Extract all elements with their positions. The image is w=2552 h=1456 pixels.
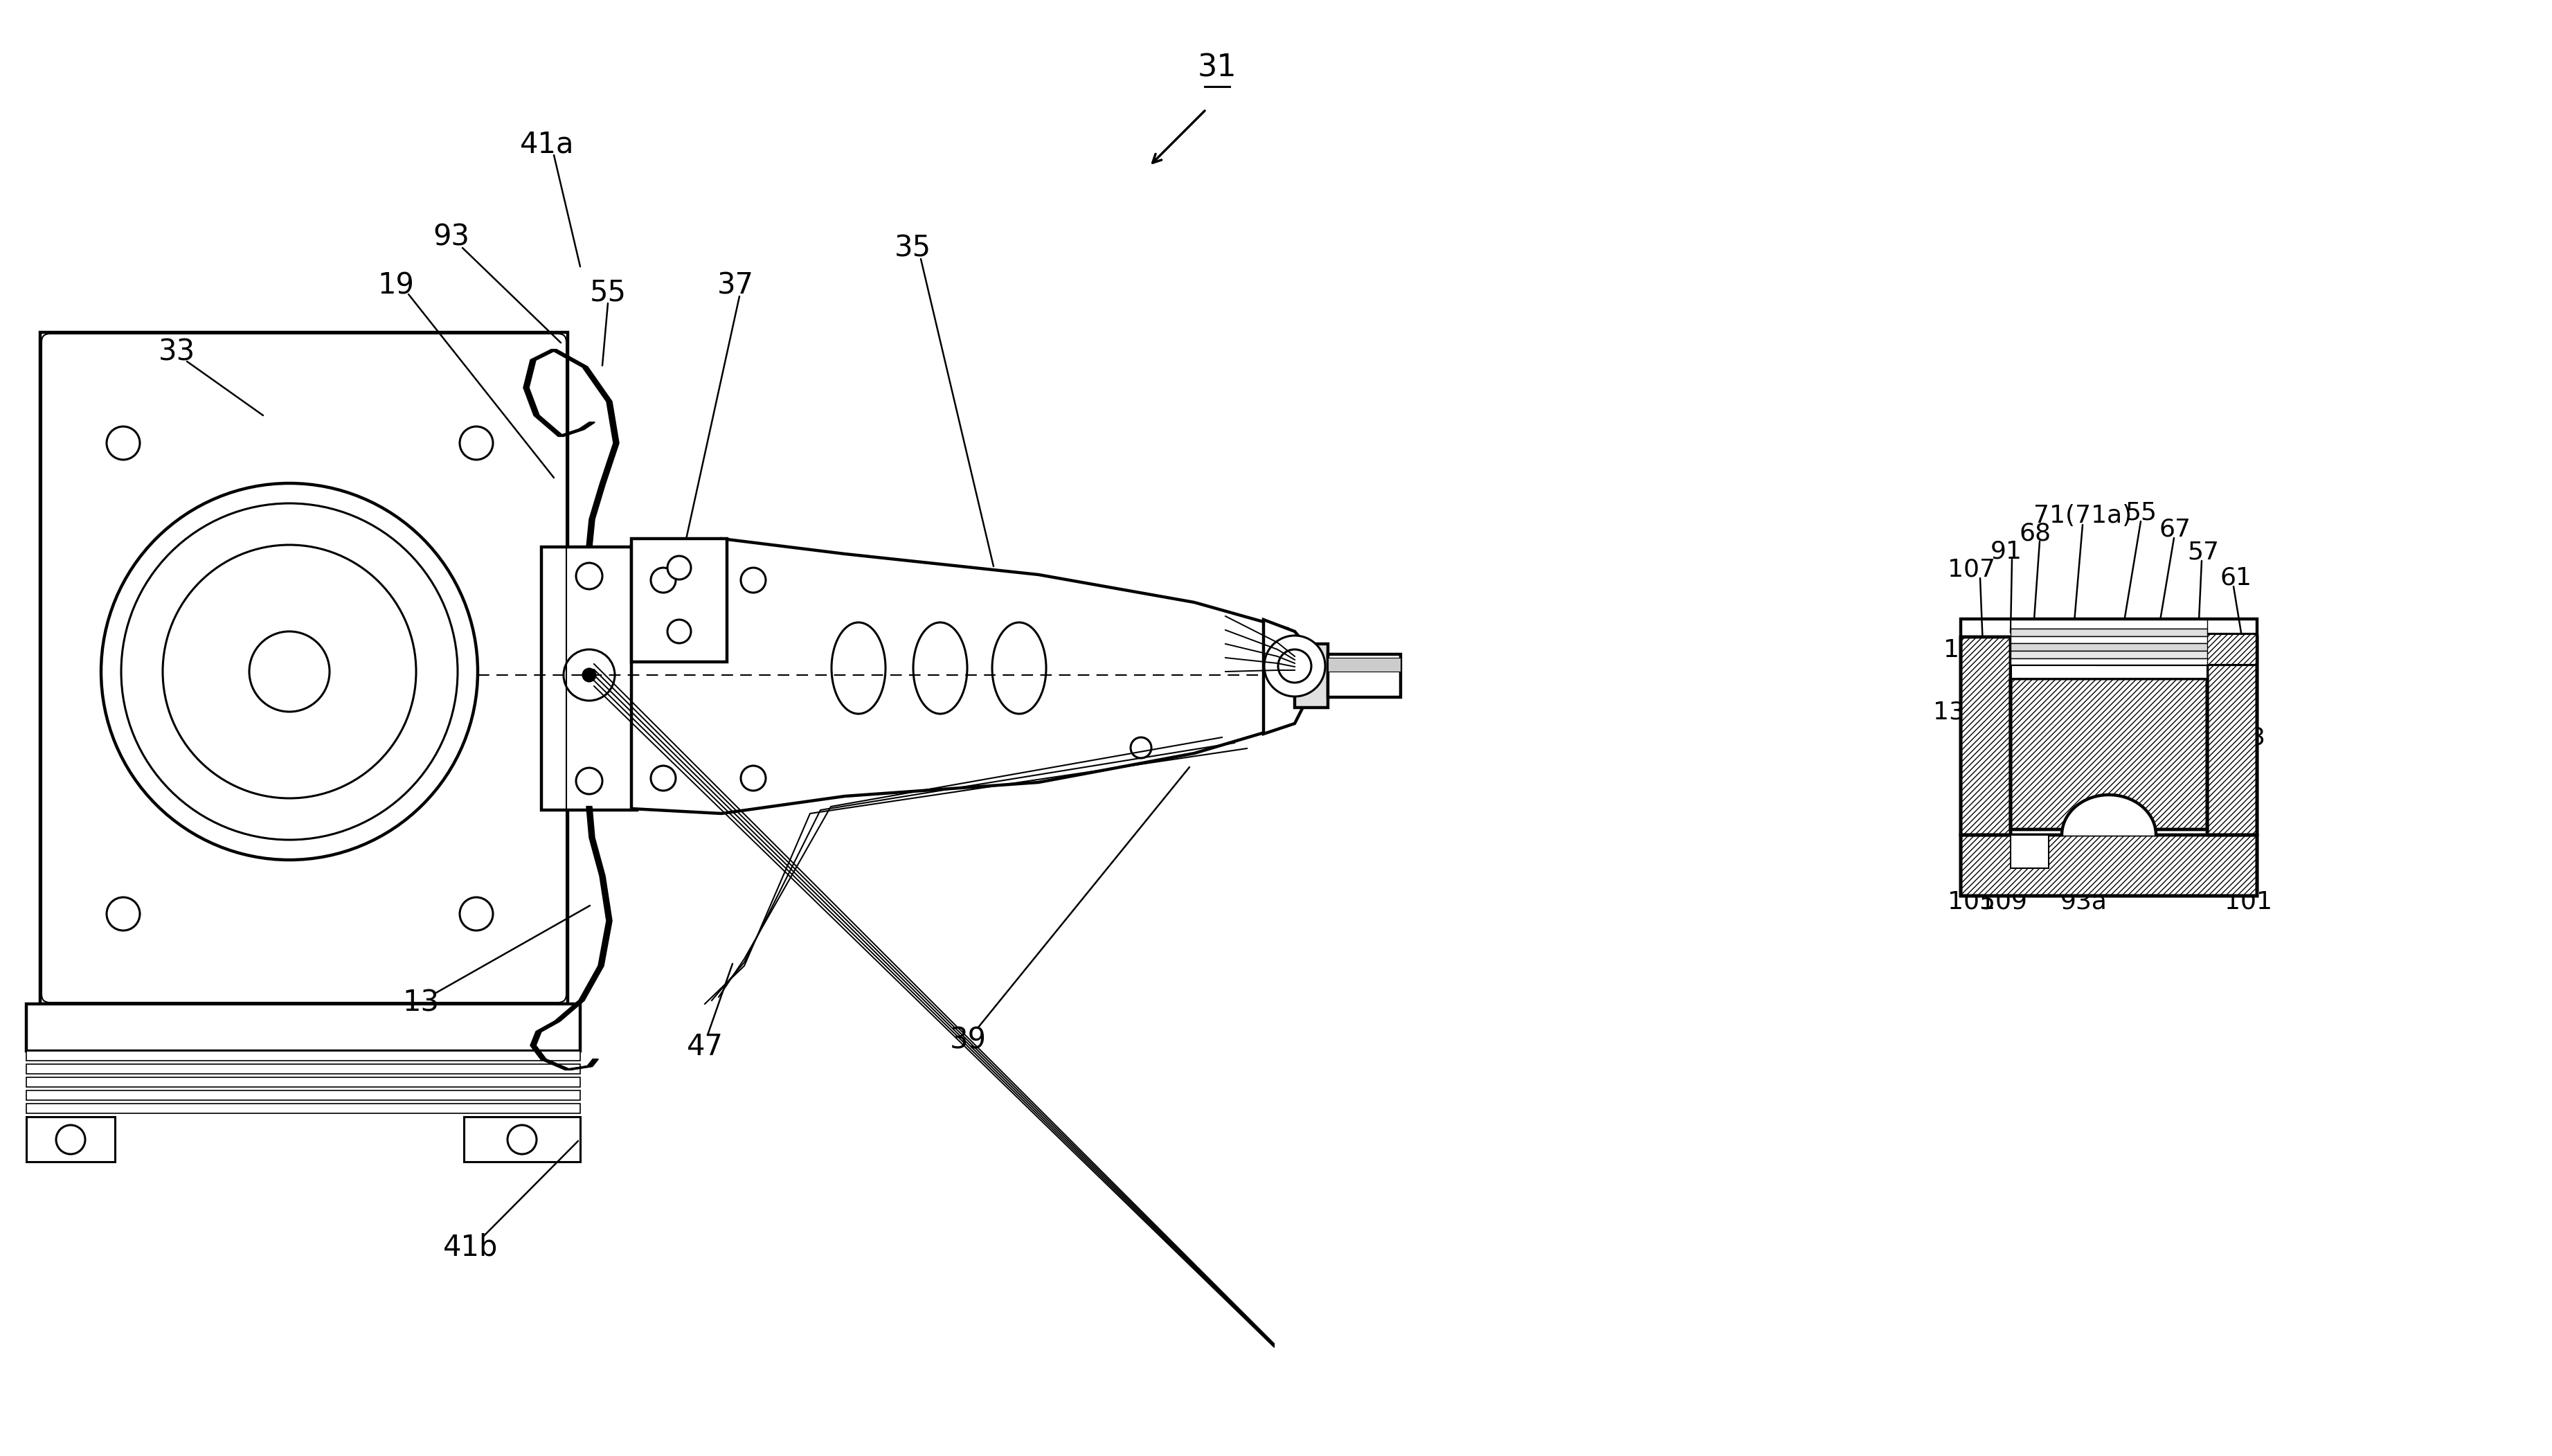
Circle shape [577,563,602,590]
Bar [1327,658,1401,671]
Circle shape [459,897,493,930]
Bar [2011,644,2207,651]
Bar [26,1051,579,1060]
Text: 103: 103 [2218,725,2266,750]
Text: 31: 31 [1197,52,1235,83]
Text: 13: 13 [1932,700,1965,724]
Text: 91: 91 [1991,539,2021,563]
Text: 61: 61 [2220,565,2251,590]
Bar [41,332,567,1003]
Text: 55: 55 [2123,501,2156,524]
Bar [2011,619,2207,629]
Bar [2011,664,2207,678]
Circle shape [1263,636,1324,696]
Bar [26,1117,115,1162]
Bar [1960,834,2256,895]
Bar [1960,619,2256,895]
Ellipse shape [832,622,886,713]
Text: 13: 13 [403,989,439,1018]
Circle shape [120,504,457,840]
Circle shape [582,668,595,681]
Bar [2011,678,2207,830]
Circle shape [666,556,692,579]
Text: 107: 107 [1947,558,1996,581]
Bar [1294,644,1327,708]
Text: 57: 57 [2187,540,2218,563]
Bar [2011,658,2207,664]
Text: 39: 39 [949,1025,985,1054]
Bar [26,1104,579,1114]
Polygon shape [1263,620,1324,734]
Circle shape [107,897,140,930]
Circle shape [107,427,140,460]
Polygon shape [630,539,1286,814]
Circle shape [102,483,477,860]
Text: 93a: 93a [2059,890,2108,913]
Bar [1960,834,2256,895]
Bar [2207,636,2256,834]
Text: 109: 109 [1978,890,2026,913]
Circle shape [1279,649,1312,683]
Circle shape [577,767,602,794]
Text: 55: 55 [590,278,625,307]
Circle shape [564,649,615,700]
Bar [26,1064,579,1075]
Circle shape [651,766,676,791]
Bar [26,1091,579,1101]
Text: 41b: 41b [444,1233,498,1262]
Circle shape [250,632,329,712]
Circle shape [1131,737,1151,759]
Bar [1960,636,2011,834]
Bar [2098,633,2256,664]
Text: 19: 19 [378,271,413,300]
Text: 67: 67 [2159,517,2190,540]
Bar [2011,651,2207,658]
Bar [1960,636,2011,834]
Circle shape [740,568,766,593]
Bar [630,539,727,662]
Bar [2011,834,2049,868]
Bar [26,1077,579,1088]
Polygon shape [2062,795,2156,834]
Ellipse shape [993,622,1046,713]
Circle shape [666,620,692,644]
Text: 41a: 41a [521,130,574,159]
Circle shape [740,766,766,791]
Text: 19: 19 [1942,638,1975,661]
Circle shape [651,568,676,593]
Bar [1327,654,1401,697]
Text: 93: 93 [434,223,470,252]
Circle shape [56,1125,84,1155]
Circle shape [459,427,493,460]
Bar [2207,636,2256,834]
Text: 68: 68 [2019,521,2052,545]
Text: 105: 105 [1947,890,1996,913]
Circle shape [508,1125,536,1155]
Text: 35: 35 [893,233,931,262]
Bar [464,1117,579,1162]
Bar [2011,629,2207,636]
Bar [541,547,638,810]
Bar [2011,678,2207,830]
Text: 71(71a): 71(71a) [2034,504,2131,527]
Bar [2011,636,2207,644]
Text: 47: 47 [686,1032,722,1061]
Bar [2098,633,2256,664]
Ellipse shape [914,622,967,713]
Circle shape [163,545,416,798]
Text: 101: 101 [2225,890,2271,913]
Bar [26,1003,579,1051]
Text: 33: 33 [158,338,194,367]
Text: 37: 37 [717,271,753,300]
